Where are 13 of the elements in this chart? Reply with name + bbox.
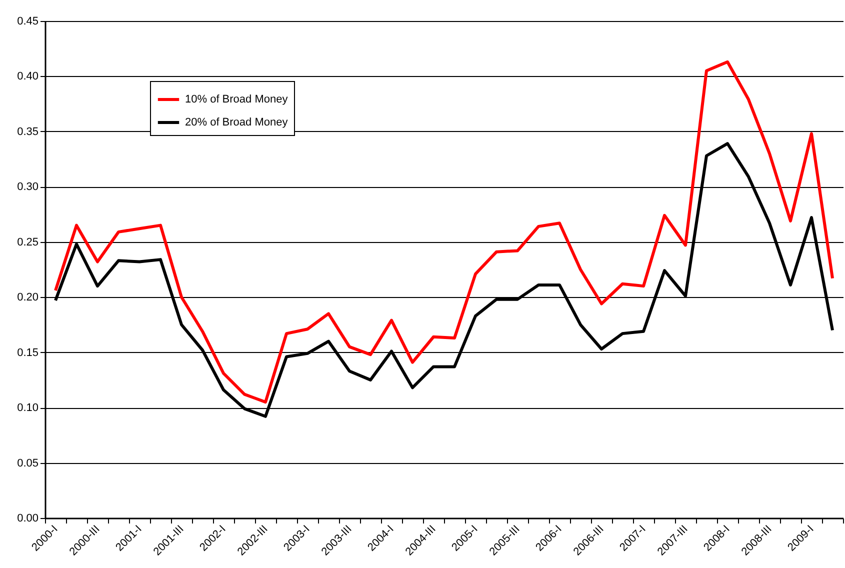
y-tick-label: 0.40 bbox=[17, 70, 38, 83]
y-tick-label: 0.05 bbox=[17, 457, 38, 470]
line-series bbox=[54, 60, 834, 404]
y-tick-label: 0.35 bbox=[17, 126, 38, 138]
y-tick-label: 0.10 bbox=[17, 402, 38, 414]
y-tick-label: 0.20 bbox=[17, 292, 38, 304]
y-tick-label: 0.00 bbox=[17, 512, 38, 524]
legend-label: 10% of Broad Money bbox=[185, 94, 288, 106]
y-tick-label: 0.25 bbox=[17, 236, 38, 248]
y-tick-label: 0.15 bbox=[17, 346, 38, 359]
y-tick-label: 0.30 bbox=[17, 181, 38, 194]
legend-label: 20% of Broad Money bbox=[185, 116, 288, 128]
y-tick-label: 0.45 bbox=[17, 16, 38, 28]
